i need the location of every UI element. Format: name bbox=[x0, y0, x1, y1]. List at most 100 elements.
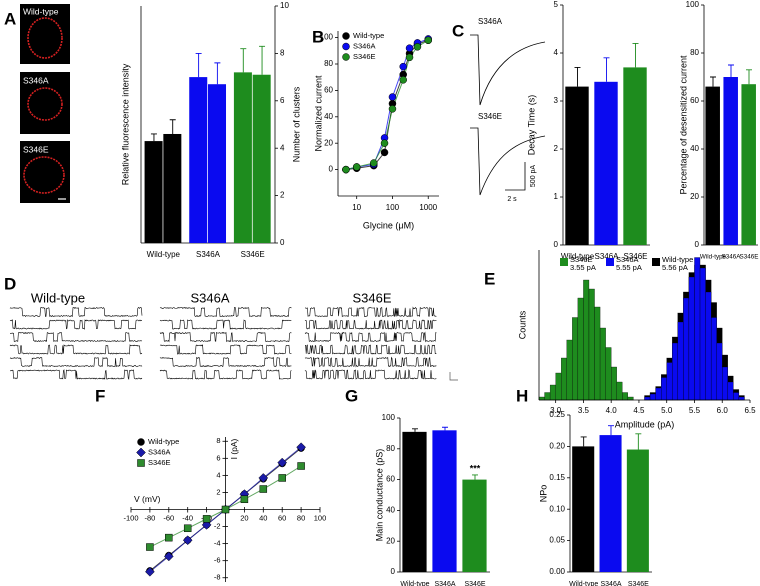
histogram-bar bbox=[549, 384, 556, 401]
image-label: Wild-type bbox=[23, 6, 59, 16]
legend-marker bbox=[342, 42, 350, 51]
y-axis-label: Counts bbox=[517, 310, 527, 339]
channel-trace bbox=[159, 344, 292, 355]
y-tick-label: 4 bbox=[216, 470, 220, 479]
histogram-bar bbox=[611, 366, 617, 401]
error-bar bbox=[710, 76, 716, 87]
y-tick-label: -6 bbox=[214, 556, 221, 565]
channel-trace bbox=[304, 319, 437, 330]
scale-bar bbox=[505, 162, 526, 191]
marker bbox=[352, 163, 361, 171]
marker bbox=[405, 44, 414, 52]
y-axis-label: Decay Time (s) bbox=[526, 95, 536, 156]
scale-bar bbox=[449, 372, 458, 381]
y-tick-label: 0.25 bbox=[549, 410, 565, 419]
marker bbox=[163, 551, 174, 562]
histogram-bar bbox=[594, 306, 601, 401]
panel-label: A bbox=[4, 9, 16, 28]
legend-annotation: 3.55 pA bbox=[570, 263, 596, 272]
legend-marker bbox=[137, 459, 145, 467]
scale-label: 500 pA bbox=[530, 165, 537, 188]
channel-trace bbox=[159, 331, 292, 343]
y-tick-label: 2 bbox=[216, 487, 220, 496]
current-traces: S346A S346E 2 s 500 pA bbox=[470, 17, 546, 203]
marker bbox=[388, 93, 397, 101]
channel-trace bbox=[9, 319, 143, 330]
histogram-bar bbox=[722, 366, 728, 401]
legend-label: S346E bbox=[148, 458, 171, 467]
bar bbox=[163, 133, 182, 243]
histogram-bar bbox=[572, 317, 579, 401]
error-bar bbox=[728, 64, 734, 77]
histogram-bar bbox=[566, 339, 573, 401]
bar bbox=[432, 430, 457, 572]
marker bbox=[424, 36, 432, 44]
channel-trace bbox=[159, 356, 292, 368]
bar bbox=[594, 81, 618, 245]
y-tick-label: 6 bbox=[216, 453, 220, 462]
legend-swatch bbox=[652, 258, 660, 266]
x-tick-label: Wild-type bbox=[147, 250, 181, 259]
marker bbox=[258, 473, 269, 483]
scale-label: 2 s bbox=[507, 196, 517, 203]
error-bar bbox=[603, 57, 610, 82]
marker bbox=[388, 105, 397, 113]
y-tick-label: 0.20 bbox=[549, 442, 565, 451]
recording-title: Wild-type bbox=[31, 290, 85, 305]
y-tick-label: 3 bbox=[554, 96, 559, 105]
channel-trace bbox=[9, 306, 143, 318]
panel-label: F bbox=[95, 386, 105, 405]
y2-tick-label: 0 bbox=[280, 238, 285, 247]
x-tick-label: 4.5 bbox=[633, 406, 645, 415]
y-axis-label: Relative fluorescence intensity bbox=[120, 63, 130, 185]
cell-outline bbox=[27, 87, 63, 121]
bar bbox=[599, 435, 622, 572]
bar bbox=[623, 67, 647, 246]
x-tick-label: 40 bbox=[259, 513, 267, 522]
legend-swatch bbox=[560, 258, 568, 266]
marker bbox=[221, 505, 230, 514]
channel-trace bbox=[304, 331, 437, 343]
error-bar bbox=[472, 474, 478, 480]
marker bbox=[413, 43, 422, 51]
histogram-bar bbox=[710, 317, 717, 401]
error-bar bbox=[214, 62, 221, 85]
x-tick-label: Wild-type bbox=[561, 252, 595, 261]
marker bbox=[342, 165, 350, 174]
y-tick-label: 100 bbox=[382, 413, 396, 422]
histogram-bar bbox=[688, 276, 695, 401]
legend-marker bbox=[136, 447, 146, 458]
channel-trace bbox=[159, 369, 292, 380]
channel-trace bbox=[159, 306, 292, 318]
histogram-bar bbox=[727, 381, 734, 401]
y-tick-label: 20 bbox=[690, 192, 699, 201]
bar bbox=[626, 449, 649, 572]
x-tick-label: -100 bbox=[123, 513, 138, 522]
x-tick-label: Wild-type bbox=[400, 581, 429, 586]
cell-outline bbox=[23, 156, 65, 194]
y-tick-label: 2 bbox=[554, 144, 559, 153]
legend-label: Wild-type bbox=[353, 31, 384, 40]
y-tick-label: 0 bbox=[391, 567, 396, 576]
bar bbox=[462, 479, 487, 572]
micrographs: Wild-type S346A S346E bbox=[20, 4, 70, 203]
y-tick-label: 1 bbox=[554, 192, 559, 201]
bar bbox=[572, 446, 595, 572]
x-tick-label: S346A bbox=[434, 581, 455, 586]
trace-label: S346E bbox=[478, 112, 502, 121]
y-tick-label: 20 bbox=[386, 536, 395, 545]
histogram-bar bbox=[649, 393, 656, 401]
histogram-bar bbox=[561, 357, 567, 401]
x-tick-label: 100 bbox=[386, 203, 400, 212]
x-tick-label: S346E bbox=[628, 581, 649, 586]
marker bbox=[182, 535, 193, 546]
y-tick-label: 4 bbox=[554, 48, 559, 57]
y2-axis-label: Number of clusters bbox=[291, 86, 301, 162]
histogram-bar bbox=[616, 381, 623, 401]
x-tick-label: 80 bbox=[297, 513, 305, 522]
marker bbox=[202, 515, 211, 523]
histogram-bar bbox=[605, 347, 612, 401]
histogram-bar bbox=[599, 327, 606, 401]
channel-trace bbox=[159, 319, 292, 330]
marker bbox=[370, 159, 378, 167]
